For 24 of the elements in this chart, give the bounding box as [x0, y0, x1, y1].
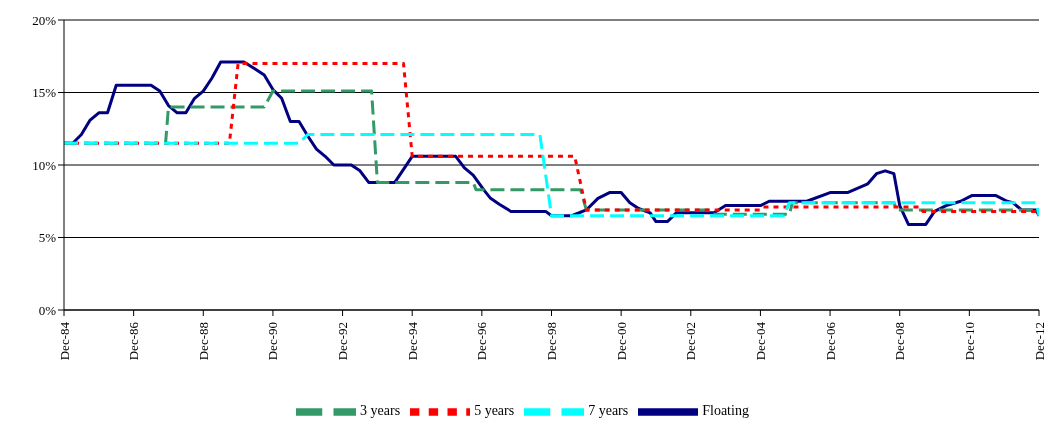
- x-tick-label: Dec-96: [474, 321, 490, 361]
- x-tick-label: Dec-02: [683, 322, 699, 361]
- legend-label: 5 years: [474, 403, 515, 419]
- x-tick-label: Dec-90: [265, 322, 281, 361]
- legend-label: Floating: [702, 403, 749, 419]
- x-tick-label: Dec-10: [961, 322, 977, 361]
- x-tick-label: Dec-04: [752, 321, 768, 361]
- y-tick-label: 10%: [32, 157, 57, 173]
- legend-label: 3 years: [360, 403, 401, 419]
- legend-label: 7 years: [588, 403, 629, 419]
- x-tick-label: Dec-12: [1031, 322, 1047, 361]
- x-tick-label: Dec-00: [613, 322, 629, 361]
- y-tick-label: 15%: [32, 85, 57, 101]
- y-tick-label: 20%: [32, 12, 57, 28]
- x-tick-label: Dec-88: [195, 322, 211, 361]
- y-tick-label: 0%: [38, 302, 57, 318]
- x-tick-label: Dec-94: [404, 321, 420, 361]
- y-tick-label: 5%: [38, 230, 57, 246]
- x-tick-label: Dec-08: [892, 322, 908, 361]
- x-tick-label: Dec-84: [56, 321, 72, 361]
- x-tick-label: Dec-98: [544, 322, 559, 361]
- x-tick-label: Dec-86: [126, 321, 142, 361]
- x-tick-label: Dec-92: [335, 322, 351, 361]
- x-tick-label: Dec-06: [822, 321, 838, 361]
